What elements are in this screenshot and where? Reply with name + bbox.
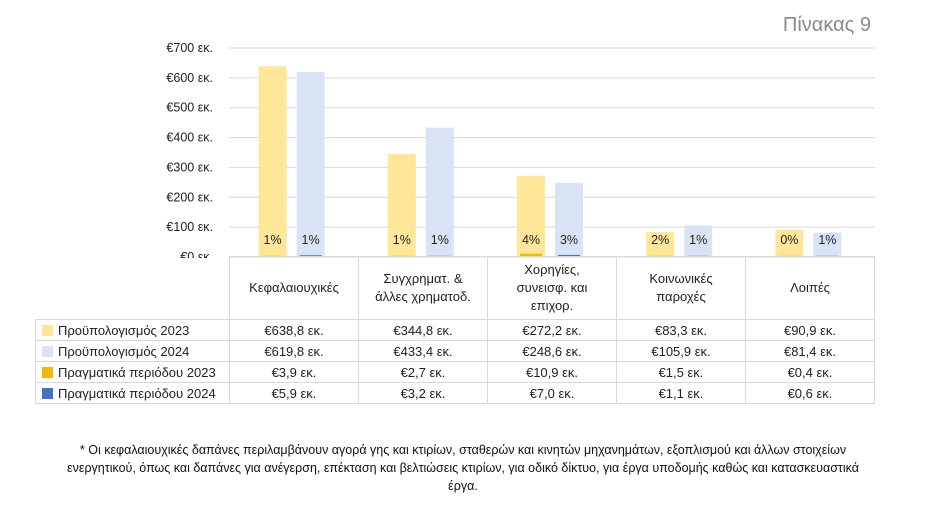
table-value: €344,8 εκ. bbox=[358, 319, 488, 341]
series-row: Πραγματικά περιόδου 2023 €3,9 εκ. €2,7 εκ.… bbox=[35, 361, 875, 383]
legend-entry: Πραγματικά περιόδου 2024 bbox=[35, 382, 230, 404]
y-tick-label: €500 εκ. bbox=[166, 101, 213, 115]
budget-bar bbox=[646, 232, 675, 257]
table-value: €90,9 εκ. bbox=[745, 319, 875, 341]
percent-label: 1% bbox=[818, 233, 836, 247]
y-tick-label: €700 εκ. bbox=[166, 41, 213, 55]
category-label: Λοιπές bbox=[745, 256, 875, 320]
budget-bar bbox=[258, 66, 287, 257]
table-value: €248,6 εκ. bbox=[487, 340, 617, 362]
table-value: €3,2 εκ. bbox=[358, 382, 488, 404]
category-label: Κοινωνικές παροχές bbox=[616, 256, 746, 320]
budget-bar bbox=[775, 229, 804, 257]
series-row: Προϋπολογισμός 2023 €638,8 εκ. €344,8 εκ. €… bbox=[35, 319, 875, 341]
budget-bar bbox=[387, 154, 416, 257]
table-value: €1,1 εκ. bbox=[616, 382, 746, 404]
budget-bar bbox=[684, 225, 713, 257]
y-tick-label: €600 εκ. bbox=[166, 71, 213, 85]
percent-label: 2% bbox=[651, 233, 669, 247]
data-table: Κεφαλαιουχικές Συγχρηματ. & άλλες χρηματοδ… bbox=[35, 256, 875, 404]
table-value: €5,9 εκ. bbox=[229, 382, 359, 404]
table-value: €433,4 εκ. bbox=[358, 340, 488, 362]
actual-bar bbox=[520, 253, 542, 257]
y-tick-label: €0 εκ. bbox=[180, 250, 213, 258]
legend-swatch bbox=[42, 324, 53, 336]
bar-chart: €0 εκ. €100 εκ. €200 εκ. €300 εκ. €400 εκ. €5… bbox=[166, 41, 875, 258]
budget-bar bbox=[517, 175, 545, 257]
legend-swatch bbox=[42, 366, 53, 378]
category-row: Κεφαλαιουχικές Συγχρηματ. & άλλες χρηματοδ… bbox=[35, 256, 875, 320]
series-row: Προϋπολογισμός 2024 €619,8 εκ. €433,4 εκ. €… bbox=[35, 340, 875, 362]
table-value: €105,9 εκ. bbox=[616, 340, 746, 362]
y-tick-label: €300 εκ. bbox=[166, 160, 213, 174]
budget-bar bbox=[296, 71, 325, 257]
series-row: Πραγματικά περιόδου 2024 €5,9 εκ. €3,2 εκ.… bbox=[35, 382, 875, 404]
category-label: Κεφαλαιουχικές bbox=[229, 256, 359, 320]
percent-label: 1% bbox=[302, 233, 320, 247]
page-title: Πίνακας 9 bbox=[782, 14, 871, 36]
percent-label: 4% bbox=[522, 233, 540, 247]
legend-label: Προϋπολογισμός 2023 bbox=[58, 322, 190, 338]
table-corner bbox=[35, 256, 230, 320]
legend-label: Πραγματικά περιόδου 2024 bbox=[58, 385, 216, 401]
table-value: €0,6 εκ. bbox=[745, 382, 875, 404]
table-value: €1,5 εκ. bbox=[616, 361, 746, 383]
percent-label: 1% bbox=[689, 233, 707, 247]
table-value: €7,0 εκ. bbox=[487, 382, 617, 404]
table-value: €3,9 εκ. bbox=[229, 361, 359, 383]
table-value: €2,7 εκ. bbox=[358, 361, 488, 383]
y-tick-label: €100 εκ. bbox=[166, 220, 213, 234]
table-value: €81,4 εκ. bbox=[745, 340, 875, 362]
budget-bar bbox=[425, 127, 454, 257]
percent-label: 1% bbox=[393, 233, 411, 247]
budget-bar bbox=[813, 232, 842, 257]
table-value: €83,3 εκ. bbox=[616, 319, 746, 341]
table-value: €619,8 εκ. bbox=[229, 340, 359, 362]
percent-label: 0% bbox=[780, 233, 798, 247]
percent-label: 3% bbox=[560, 233, 578, 247]
y-tick-label: €200 εκ. bbox=[166, 190, 213, 204]
percent-label: 1% bbox=[431, 233, 449, 247]
legend-label: Πραγματικά περιόδου 2023 bbox=[58, 364, 216, 380]
percent-label: 1% bbox=[264, 233, 282, 247]
table-value: €10,9 εκ. bbox=[487, 361, 617, 383]
table-value: €272,2 εκ. bbox=[487, 319, 617, 341]
category-label: Συγχρηματ. & άλλες χρηματοδ. bbox=[358, 256, 488, 320]
legend-entry: Προϋπολογισμός 2024 bbox=[35, 340, 230, 362]
legend-entry: Πραγματικά περιόδου 2023 bbox=[35, 361, 230, 383]
table-value: €0,4 εκ. bbox=[745, 361, 875, 383]
actual-bar bbox=[558, 254, 580, 257]
table-value: €638,8 εκ. bbox=[229, 319, 359, 341]
legend-swatch bbox=[42, 387, 53, 399]
legend-entry: Προϋπολογισμός 2023 bbox=[35, 319, 230, 341]
budget-bar bbox=[555, 182, 583, 257]
y-tick-label: €400 εκ. bbox=[166, 131, 213, 145]
category-label: Χορηγίες, συνεισφ. και επιχορ. bbox=[487, 256, 617, 320]
legend-swatch bbox=[42, 345, 53, 357]
legend-label: Προϋπολογισμός 2024 bbox=[58, 343, 190, 359]
footnote: * Οι κεφαλαιουχικές δαπάνες περιλαμβάνου… bbox=[67, 443, 859, 493]
